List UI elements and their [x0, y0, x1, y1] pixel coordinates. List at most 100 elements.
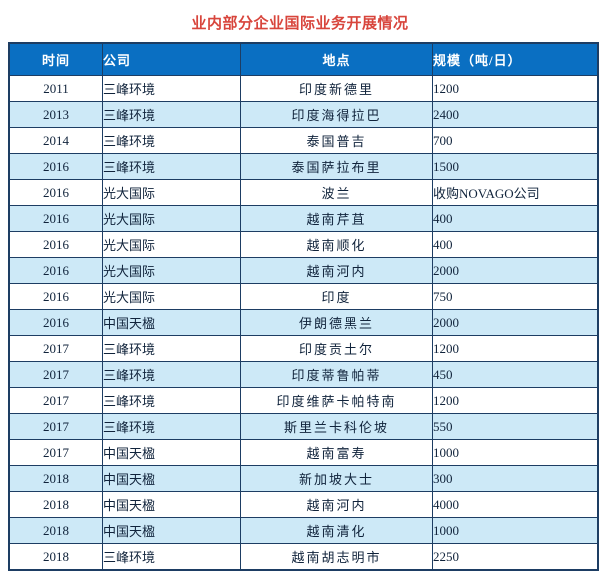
cell-company: 三峰环境	[102, 335, 241, 362]
cell-company: 三峰环境	[102, 127, 241, 154]
table-row: 2016 三峰环境 泰国萨拉布里 1500	[8, 153, 599, 180]
cell-location: 印度海得拉巴	[240, 101, 433, 128]
cell-time: 2016	[8, 231, 103, 258]
table-row: 2014 三峰环境 泰国普吉 700	[8, 127, 599, 154]
table-row: 2016 中国天楹 伊朗德黑兰 2000	[8, 309, 599, 336]
table-body: 2011 三峰环境 印度新德里 1200 2013 三峰环境 印度海得拉巴 2400 2014 三…	[8, 75, 599, 571]
cell-location: 伊朗德黑兰	[240, 309, 433, 336]
cell-location: 泰国萨拉布里	[240, 153, 433, 180]
cell-location: 越南河内	[240, 491, 433, 518]
cell-scale: 1200	[432, 387, 599, 414]
cell-time: 2014	[8, 127, 103, 154]
page-title: 业内部分企业国际业务开展情况	[191, 15, 409, 32]
cell-company: 中国天楹	[102, 465, 241, 492]
cell-time: 2018	[8, 491, 103, 518]
cell-scale: 550	[432, 413, 599, 440]
cell-location: 波兰	[240, 179, 433, 206]
cell-location: 越南顺化	[240, 231, 433, 258]
cell-company: 三峰环境	[102, 75, 241, 102]
cell-time: 2016	[8, 179, 103, 206]
cell-scale: 4000	[432, 491, 599, 518]
cell-time: 2018	[8, 543, 103, 571]
cell-location: 越南清化	[240, 517, 433, 544]
cell-company: 三峰环境	[102, 101, 241, 128]
cell-scale: 300	[432, 465, 599, 492]
table-row: 2017 三峰环境 斯里兰卡科伦坡 550	[8, 413, 599, 440]
cell-time: 2016	[8, 283, 103, 310]
cell-time: 2016	[8, 257, 103, 284]
cell-company: 光大国际	[102, 231, 241, 258]
cell-company: 三峰环境	[102, 543, 241, 571]
cell-company: 中国天楹	[102, 517, 241, 544]
cell-scale: 2000	[432, 257, 599, 284]
cell-location: 斯里兰卡科伦坡	[240, 413, 433, 440]
cell-location: 印度新德里	[240, 75, 433, 102]
cell-company: 光大国际	[102, 179, 241, 206]
cell-time: 2013	[8, 101, 103, 128]
cell-time: 2017	[8, 361, 103, 388]
cell-company: 光大国际	[102, 283, 241, 310]
cell-scale: 700	[432, 127, 599, 154]
cell-scale: 1200	[432, 75, 599, 102]
cell-company: 三峰环境	[102, 387, 241, 414]
cell-scale: 400	[432, 231, 599, 258]
header-row: 时间 公司 地点 规模（吨/日）	[8, 42, 599, 76]
cell-location: 印度	[240, 283, 433, 310]
table-row: 2018 中国天楹 越南清化 1000	[8, 517, 599, 544]
cell-location: 泰国普吉	[240, 127, 433, 154]
table-row: 2016 光大国际 波兰 收购NOVAGO公司	[8, 179, 599, 206]
cell-time: 2011	[8, 75, 103, 102]
cell-scale: 2400	[432, 101, 599, 128]
cell-location: 印度维萨卡帕特南	[240, 387, 433, 414]
cell-company: 中国天楹	[102, 309, 241, 336]
cell-scale: 1500	[432, 153, 599, 180]
cell-location: 印度贡土尔	[240, 335, 433, 362]
cell-location: 新加坡大士	[240, 465, 433, 492]
table-row: 2016 光大国际 印度 750	[8, 283, 599, 310]
cell-location: 越南芹苴	[240, 205, 433, 232]
header-location: 地点	[240, 42, 433, 76]
cell-company: 三峰环境	[102, 413, 241, 440]
cell-company: 中国天楹	[102, 491, 241, 518]
cell-time: 2017	[8, 439, 103, 466]
cell-scale: 750	[432, 283, 599, 310]
header-scale: 规模（吨/日）	[432, 42, 599, 76]
cell-time: 2016	[8, 153, 103, 180]
cell-scale: 收购NOVAGO公司	[432, 179, 599, 206]
cell-scale: 1200	[432, 335, 599, 362]
cell-company: 三峰环境	[102, 153, 241, 180]
table-row: 2017 三峰环境 印度维萨卡帕特南 1200	[8, 387, 599, 414]
cell-scale: 1000	[432, 517, 599, 544]
cell-time: 2018	[8, 517, 103, 544]
header-company: 公司	[102, 42, 241, 76]
cell-scale: 1000	[432, 439, 599, 466]
cell-time: 2016	[8, 205, 103, 232]
cell-scale: 2250	[432, 543, 599, 571]
table-row: 2018 中国天楹 新加坡大士 300	[8, 465, 599, 492]
cell-time: 2017	[8, 387, 103, 414]
cell-scale: 400	[432, 205, 599, 232]
cell-company: 光大国际	[102, 205, 241, 232]
cell-time: 2016	[8, 309, 103, 336]
table-row: 2016 光大国际 越南河内 2000	[8, 257, 599, 284]
cell-location: 越南胡志明市	[240, 543, 433, 571]
cell-scale: 2000	[432, 309, 599, 336]
table-row: 2016 光大国际 越南顺化 400	[8, 231, 599, 258]
table-row: 2017 三峰环境 印度贡土尔 1200	[8, 335, 599, 362]
cell-time: 2017	[8, 335, 103, 362]
header-time: 时间	[8, 42, 103, 76]
international-business-table: 时间 公司 地点 规模（吨/日） 2011 三峰环境 印度新德里 1200 2013 三峰…	[8, 42, 599, 571]
cell-company: 中国天楹	[102, 439, 241, 466]
cell-location: 越南富寿	[240, 439, 433, 466]
cell-time: 2018	[8, 465, 103, 492]
cell-time: 2017	[8, 413, 103, 440]
cell-location: 印度蒂鲁帕蒂	[240, 361, 433, 388]
table-row: 2017 中国天楹 越南富寿 1000	[8, 439, 599, 466]
cell-company: 三峰环境	[102, 361, 241, 388]
table-row: 2016 光大国际 越南芹苴 400	[8, 205, 599, 232]
table-row: 2017 三峰环境 印度蒂鲁帕蒂 450	[8, 361, 599, 388]
table-row: 2011 三峰环境 印度新德里 1200	[8, 75, 599, 102]
cell-location: 越南河内	[240, 257, 433, 284]
cell-company: 光大国际	[102, 257, 241, 284]
table-row: 2018 三峰环境 越南胡志明市 2250	[8, 543, 599, 571]
